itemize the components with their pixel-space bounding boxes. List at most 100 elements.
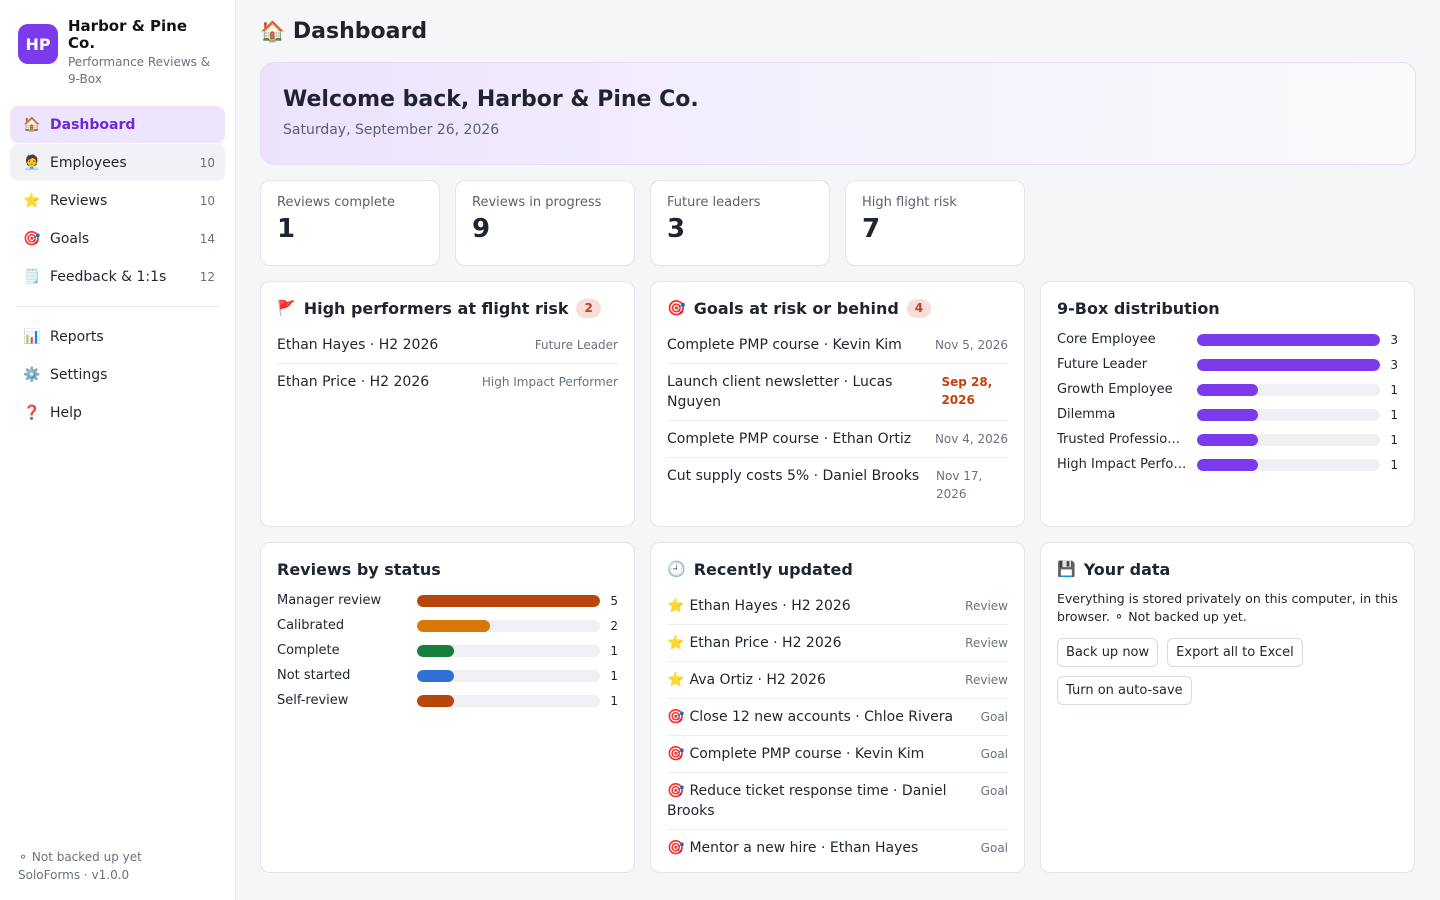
star-icon: ⭐: [667, 672, 685, 688]
bar-track: [1197, 408, 1380, 421]
nav-item-reviews[interactable]: ⭐ Reviews 10: [10, 182, 225, 219]
data-actions: Back up now Export all to Excel Turn on …: [1057, 638, 1317, 705]
list-item-label: Ethan Hayes · H2 2026: [689, 598, 851, 614]
list-item[interactable]: Cut supply costs 5% · Daniel Brooks Nov …: [667, 458, 1008, 511]
item-type: Goal: [980, 784, 1008, 798]
list-item[interactable]: 🎯 Close 12 new accounts · Chloe Rivera Goa…: [667, 699, 1008, 736]
list-item-label: Complete PMP course · Kevin Kim: [689, 746, 925, 762]
list-item-label: Reduce ticket response time · Daniel Bro…: [667, 783, 947, 819]
card-title-text: Goals at risk or behind: [693, 298, 899, 318]
list-item-text: 🎯 Mentor a new hire · Ethan Hayes: [667, 838, 918, 858]
bar-row[interactable]: Future Leader 3: [1057, 352, 1398, 377]
item-type: Goal: [980, 710, 1008, 724]
person-icon: 🧑‍💼: [23, 154, 41, 171]
card-title: 🎯 Goals at risk or behind 4: [667, 297, 1008, 319]
list-item[interactable]: 🎯 Complete PMP course · Kevin Kim Goal: [667, 736, 1008, 773]
bar-row[interactable]: Calibrated 2: [277, 613, 618, 638]
bar-row[interactable]: Dilemma 1: [1057, 402, 1398, 427]
star-icon: ⭐: [667, 598, 685, 614]
list-item[interactable]: Complete PMP course · Ethan Ortiz Nov 4,…: [667, 421, 1008, 458]
bar-fill: [417, 694, 454, 707]
list-item[interactable]: Launch client newsletter · Lucas Nguyen …: [667, 364, 1008, 421]
cards-row-2: Reviews by status Manager review 5 Calibra…: [260, 542, 1416, 873]
nav-item-dashboard[interactable]: 🏠 Dashboard: [10, 106, 225, 143]
bar-row[interactable]: High Impact Perfo… 1: [1057, 452, 1398, 477]
list-item[interactable]: Ethan Hayes · H2 2026 Future Leader: [277, 327, 618, 364]
bar-label: Growth Employee: [1057, 382, 1173, 397]
bar-row[interactable]: Core Employee 3: [1057, 327, 1398, 352]
bar-label: Manager review: [277, 593, 382, 608]
bar-value: 5: [610, 593, 618, 608]
stat-label: High flight risk: [862, 195, 957, 210]
list-item[interactable]: 🎯 Mentor a new hire · Ethan Hayes Goal: [667, 830, 1008, 866]
due-date-overdue: Sep 28, 2026: [941, 375, 993, 407]
nav-item-help[interactable]: ❓ Help: [10, 394, 225, 431]
nav-item-goals[interactable]: 🎯 Goals 14: [10, 220, 225, 257]
bar-value: 1: [1390, 407, 1398, 422]
stat-card-high-flight-risk[interactable]: High flight risk 7: [845, 180, 1025, 266]
bar-track: [417, 644, 600, 657]
recently-updated-card: 🕘 Recently updated ⭐ Ethan Hayes · H2 202…: [650, 542, 1025, 873]
bar-row[interactable]: Complete 1: [277, 638, 618, 663]
bar-track: [1197, 433, 1380, 446]
nav-item-count: 10: [199, 193, 215, 208]
star-icon: ⭐: [23, 192, 41, 209]
bar-value: 1: [1390, 432, 1398, 447]
bar-label: Calibrated: [277, 618, 345, 633]
ninebox-distribution-card: 9-Box distribution Core Employee 3 Future …: [1040, 281, 1415, 527]
list-item-meta: High Impact Performer: [481, 375, 618, 389]
auto-save-button[interactable]: Turn on auto-save: [1057, 676, 1192, 705]
bar-row[interactable]: Not started 1: [277, 663, 618, 688]
list-item[interactable]: ⭐ Ethan Hayes · H2 2026 Review: [667, 588, 1008, 625]
nav-item-label: Feedback & 1:1s: [50, 268, 167, 285]
list-item[interactable]: ⭐ Ava Ortiz · H2 2026 Review: [667, 662, 1008, 699]
bar-value: 3: [1390, 332, 1398, 347]
stat-card-reviews-in-progress[interactable]: Reviews in progress 9: [455, 180, 635, 266]
clock-icon: 🕘: [667, 560, 686, 578]
nav-item-feedback[interactable]: 🗒️ Feedback & 1:1s 12: [10, 258, 225, 295]
bar-label: Dilemma: [1057, 407, 1116, 422]
goals-at-risk-list: Complete PMP course · Kevin Kim Nov 5, 2…: [667, 327, 1008, 511]
goals-at-risk-card: 🎯 Goals at risk or behind 4 Complete PMP…: [650, 281, 1025, 527]
brand-name: Harbor & Pine Co.: [68, 17, 188, 52]
brand-logo: HP: [18, 24, 58, 64]
back-up-now-button[interactable]: Back up now: [1057, 638, 1159, 667]
nav-divider: [16, 306, 219, 307]
export-excel-button[interactable]: Export all to Excel: [1167, 638, 1303, 667]
item-type: Review: [965, 599, 1008, 613]
list-item[interactable]: Ethan Price · H2 2026 High Impact Perfor…: [277, 364, 618, 400]
bar-row[interactable]: Trusted Professio… 1: [1057, 427, 1398, 452]
list-item[interactable]: Complete PMP course · Kevin Kim Nov 5, 2…: [667, 327, 1008, 364]
card-title: 🕘 Recently updated: [667, 558, 1008, 580]
page-title: Dashboard: [292, 18, 428, 44]
nav-item-reports[interactable]: 📊 Reports: [10, 318, 225, 355]
target-icon: 🎯: [667, 709, 685, 725]
stat-value: 1: [277, 214, 296, 244]
stat-value: 9: [472, 214, 491, 244]
stat-card-future-leaders[interactable]: Future leaders 3: [650, 180, 830, 266]
list-item-text: Launch client newsletter · Lucas Nguyen: [667, 374, 893, 410]
bar-label: Not started: [277, 668, 351, 683]
stat-card-reviews-complete[interactable]: Reviews complete 1: [260, 180, 440, 266]
nav-item-settings[interactable]: ⚙️ Settings: [10, 356, 225, 393]
nav-item-label: Help: [50, 404, 82, 421]
nav-item-count: 12: [199, 269, 215, 284]
bar-track: [417, 694, 600, 707]
sidebar-footer: ⚬ Not backed up yet SoloForms · v1.0.0: [18, 848, 142, 884]
star-icon: ⭐: [667, 635, 685, 651]
bar-row[interactable]: Manager review 5: [277, 588, 618, 613]
card-title-text: Recently updated: [693, 559, 853, 579]
list-item[interactable]: 🎯 Reduce ticket response time · Daniel Br…: [667, 773, 1008, 830]
bar-row[interactable]: Self-review 1: [277, 688, 618, 713]
status-bars: Manager review 5 Calibrated 2 Complete 1 Not s…: [277, 588, 618, 713]
bar-row[interactable]: Growth Employee 1: [1057, 377, 1398, 402]
bar-track: [1197, 333, 1380, 346]
bar-fill: [417, 644, 454, 657]
list-item-text: 🎯 Complete PMP course · Kevin Kim: [667, 744, 924, 764]
nav-item-employees[interactable]: 🧑‍💼 Employees 10: [10, 144, 225, 181]
list-item[interactable]: ⭐ Ethan Price · H2 2026 Review: [667, 625, 1008, 662]
item-type: Review: [965, 673, 1008, 687]
bar-fill: [1197, 358, 1380, 371]
floppy-disk-icon: 💾: [1057, 560, 1076, 578]
